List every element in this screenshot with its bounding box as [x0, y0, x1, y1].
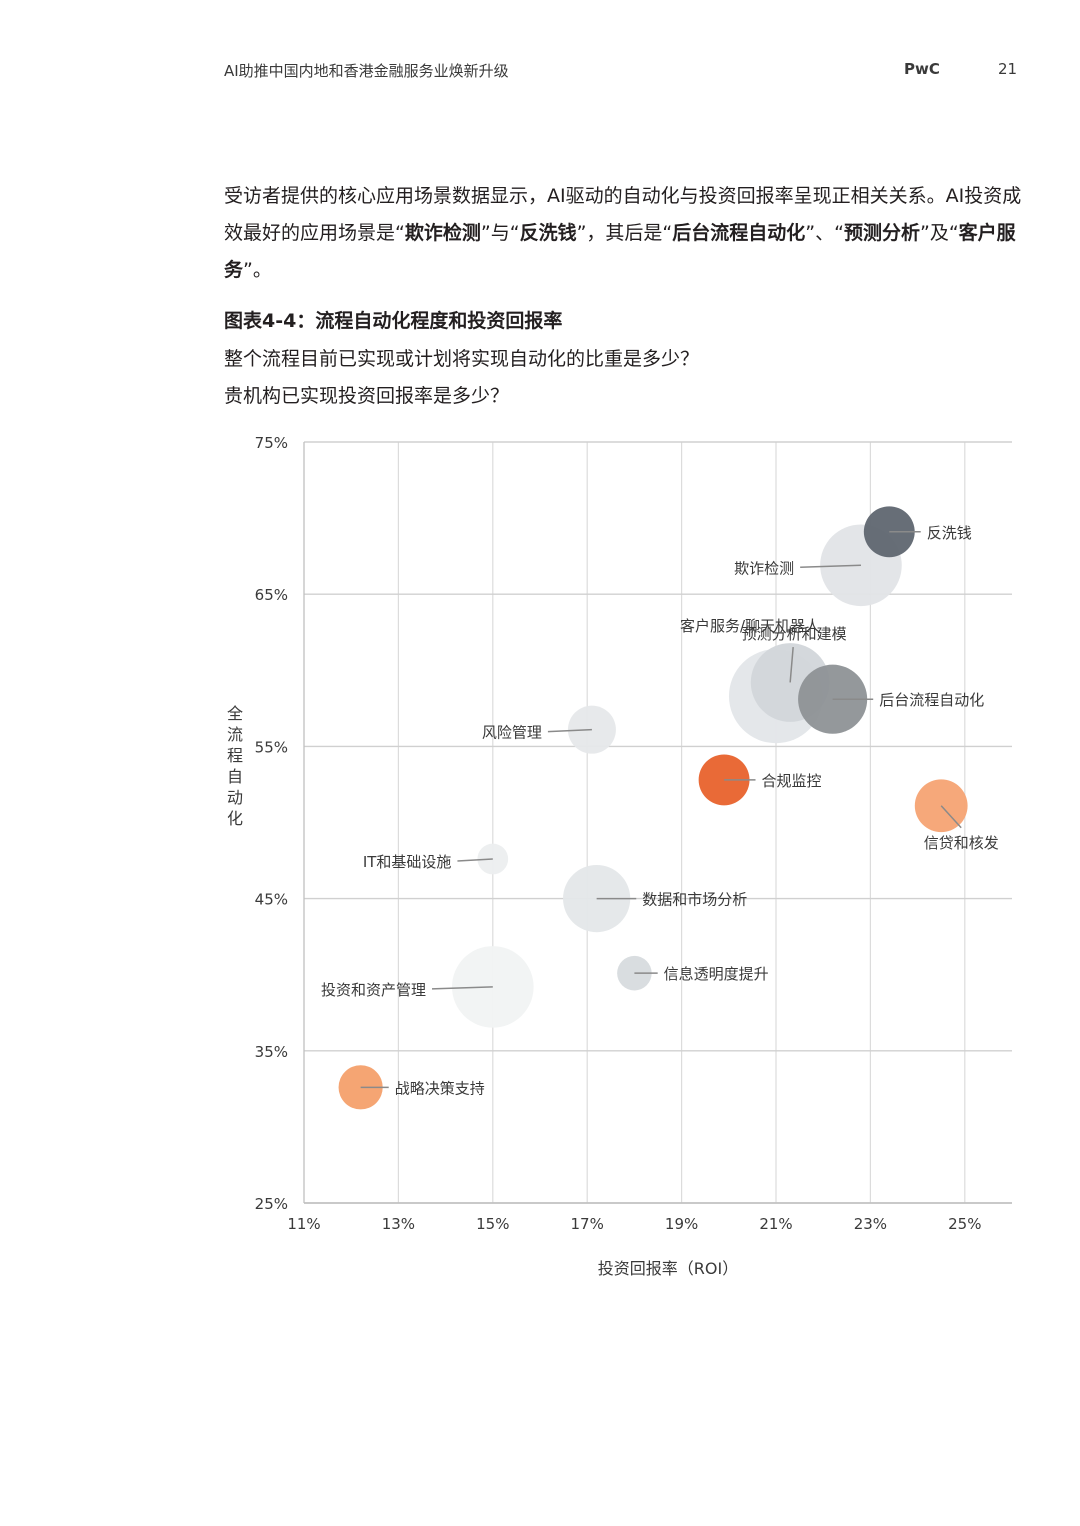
x-tick-label: 19% — [665, 1215, 698, 1233]
x-tick-label: 17% — [571, 1215, 604, 1233]
bubble-label: 反洗钱 — [927, 524, 972, 542]
y-tick-label: 65% — [255, 586, 288, 604]
intro-bold-text: 客户服务 — [224, 222, 1016, 281]
leader-line — [940, 805, 962, 829]
intro-bold-text: 预测分析 — [843, 222, 920, 244]
x-tick-label: 15% — [476, 1215, 509, 1233]
intro-bold-text: 欺诈检测 — [404, 222, 481, 244]
figure-title: 图表4-4：流程自动化程度和投资回报率 — [224, 310, 563, 332]
figure-question-1: 整个流程目前已实现或计划将实现自动化的比重是多少？ — [224, 348, 700, 370]
bubble-label: 客户服务/聊天机器人 — [680, 617, 820, 635]
leader-line — [547, 728, 592, 733]
intro-text: ”，其后是“ — [576, 222, 673, 244]
x-tick-label: 23% — [854, 1215, 887, 1233]
page-number: 21 — [998, 60, 1018, 78]
running-header-title: AI助推中国内地和香港金融服务业焕新升级 — [224, 62, 509, 80]
bubble-label: 合规监控 — [762, 772, 822, 790]
bubble-label: 信息透明度提升 — [664, 965, 769, 983]
y-tick-label: 55% — [255, 738, 288, 756]
y-tick-label: 75% — [255, 434, 288, 452]
x-tick-label: 25% — [948, 1215, 981, 1233]
x-axis-title: 投资回报率（ROI） — [598, 1259, 738, 1278]
x-tick-label: 13% — [382, 1215, 415, 1233]
bubble-label: 后台流程自动化 — [879, 691, 984, 709]
y-axis-title: 全流程自动化 — [227, 704, 243, 828]
intro-text: ”与“ — [480, 222, 520, 244]
leader-line — [800, 564, 861, 569]
bubble-label: 战略决策支持 — [395, 1079, 485, 1097]
intro-text: ”及“ — [919, 222, 959, 244]
x-tick-label: 11% — [287, 1215, 320, 1233]
figure-question-2: 贵机构已实现投资回报率是多少？ — [224, 385, 510, 407]
bubble-label: 投资和资产管理 — [321, 981, 426, 999]
x-tick-label: 21% — [759, 1215, 792, 1233]
bubble-label: 欺诈检测 — [734, 559, 794, 577]
intro-bold-text: 后台流程自动化 — [672, 222, 806, 244]
bubble-label: 预测分析和建模 — [742, 625, 847, 643]
pwc-logo: PwC — [904, 60, 940, 78]
bubble-label: 风险管理 — [482, 724, 542, 742]
leader-line — [789, 647, 794, 683]
bubble-label: 数据和市场分析 — [642, 891, 747, 909]
intro-text: ”。 — [243, 259, 272, 281]
bubble-label: IT和基础设施 — [363, 853, 452, 871]
intro-text: 受访者提供的核心应用场景数据显示，AI驱动的自动化与投资回报率呈现正相关关系。A… — [224, 185, 1022, 244]
bubble — [914, 779, 968, 833]
y-tick-label: 25% — [255, 1195, 288, 1213]
intro-bold-text: 反洗钱 — [519, 222, 577, 244]
leader-line — [457, 858, 493, 862]
y-tick-label: 45% — [255, 891, 288, 909]
y-tick-label: 35% — [255, 1043, 288, 1061]
intro-paragraph: 受访者提供的核心应用场景数据显示，AI驱动的自动化与投资回报率呈现正相关关系。A… — [224, 178, 1024, 289]
bubble-label: 信贷和核发 — [924, 834, 999, 852]
leader-line — [431, 986, 493, 990]
intro-text: ”、“ — [805, 222, 844, 244]
